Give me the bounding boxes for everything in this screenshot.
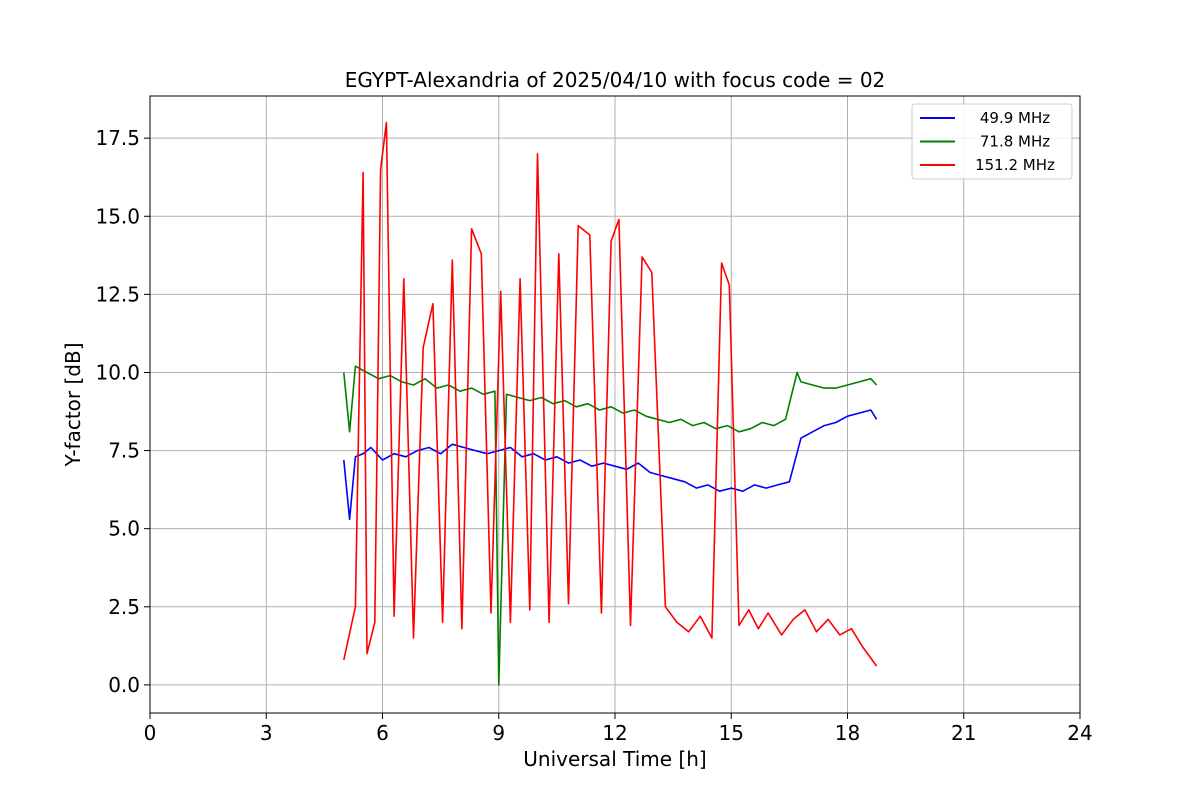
x-tick-label: 3	[260, 721, 273, 745]
y-tick-label: 12.5	[95, 282, 140, 306]
y-tick-label: 5.0	[108, 517, 140, 541]
chart-title: EGYPT-Alexandria of 2025/04/10 with focu…	[345, 68, 886, 92]
y-tick-label: 10.0	[95, 360, 140, 384]
x-axis-label: Universal Time [h]	[523, 747, 706, 771]
y-axis-label: Y-factor [dB]	[61, 342, 85, 467]
y-tick-label: 0.0	[108, 673, 140, 697]
x-tick-label: 21	[951, 721, 976, 745]
y-tick-label: 17.5	[95, 126, 140, 150]
series-line-2	[343, 365, 878, 686]
y-tick-label: 2.5	[108, 595, 140, 619]
legend-box	[911, 103, 1073, 180]
x-tick-label: 12	[602, 721, 627, 745]
x-tick-label: 18	[835, 721, 860, 745]
y-tick-label: 15.0	[95, 204, 140, 228]
legend-label-2: 71.8 MHz	[980, 133, 1050, 151]
legend-label-1: 49.9 MHz	[980, 109, 1050, 127]
x-tick-label: 6	[376, 721, 389, 745]
legend-label-3: 151.2 MHz	[975, 156, 1055, 174]
series-line-1	[343, 409, 878, 521]
x-tick-label: 24	[1067, 721, 1092, 745]
series-lines	[343, 121, 878, 686]
x-tick-label: 15	[719, 721, 744, 745]
x-tick-label: 9	[492, 721, 505, 745]
x-tick-label: 0	[144, 721, 157, 745]
legend: 49.9 MHz 71.8 MHz 151.2 MHz	[911, 103, 1073, 180]
series-line-3	[343, 121, 878, 667]
y-tick-label: 7.5	[108, 439, 140, 463]
axis-ticks: 0 3 6 9 12 15 18 21 24 0.0 2.5 5.0 7.5 10.0 12.5 15.0 17…	[95, 126, 1092, 745]
